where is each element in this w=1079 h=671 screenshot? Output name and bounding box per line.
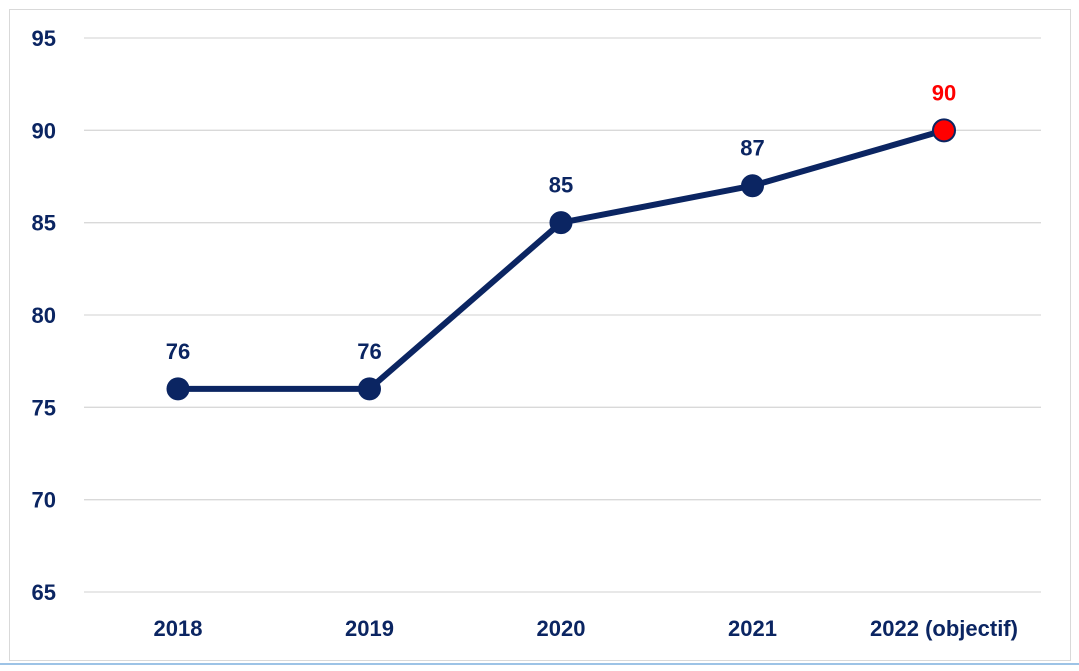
x-axis-ticks: 2018 2019 2020 2021 2022 (objectif) (154, 616, 1018, 641)
y-axis-ticks: 95 90 85 80 75 70 65 (32, 26, 56, 605)
x-tick-label-4: 2022 (objectif) (870, 616, 1018, 641)
data-point-2 (549, 211, 573, 235)
data-point-4 (932, 118, 956, 143)
y-tick-label-70: 70 (32, 488, 56, 513)
data-point-3 (741, 174, 764, 198)
x-tick-label-0: 2018 (154, 616, 203, 641)
y-tick-label-65: 65 (32, 580, 56, 605)
chart-frame (9, 9, 1071, 661)
bottom-accent-line (0, 663, 1079, 665)
y-tick-label-75: 75 (32, 395, 56, 420)
data-label-2: 85 (549, 173, 573, 198)
y-tick-label-90: 90 (32, 118, 56, 143)
series-line (175, 127, 947, 392)
x-tick-label-1: 2019 (345, 616, 394, 641)
data-point-0 (166, 377, 190, 401)
data-label-1: 76 (357, 339, 381, 364)
y-tick-label-80: 80 (32, 303, 56, 328)
series-line-group (175, 127, 947, 392)
y-tick-label-85: 85 (32, 211, 56, 236)
data-point-1 (358, 377, 381, 401)
data-label-3: 87 (740, 136, 764, 161)
y-tick-label-95: 95 (32, 26, 56, 51)
x-tick-label-3: 2021 (728, 616, 777, 641)
markers (166, 118, 956, 401)
data-labels: 76 76 85 87 90 (166, 80, 956, 364)
x-tick-label-2: 2020 (537, 616, 586, 641)
data-label-0: 76 (166, 339, 190, 364)
gridlines (84, 37, 1041, 593)
data-label-4: 90 (932, 80, 956, 105)
